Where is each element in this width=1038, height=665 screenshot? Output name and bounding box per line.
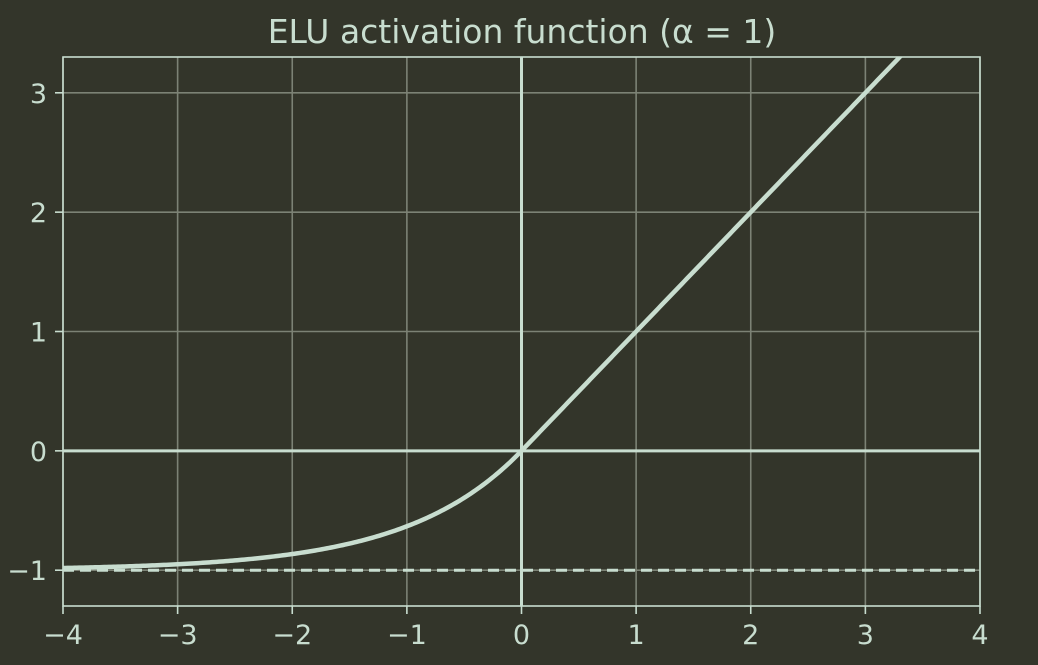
x-tick-label: −1 [387, 620, 427, 651]
y-axis-ticks: −1 0 1 2 3 [7, 79, 63, 587]
y-tick-label: 1 [30, 318, 47, 349]
x-tick-label: 2 [742, 620, 759, 651]
x-tick-label: −3 [158, 620, 198, 651]
x-axis-ticks: −4 −3 −2 −1 0 1 2 3 4 [43, 606, 989, 651]
x-tick-label: −4 [43, 620, 83, 651]
x-tick-label: −2 [272, 620, 312, 651]
x-tick-label: 0 [513, 620, 530, 651]
series-layer [63, 57, 903, 571]
x-tick-label: 4 [971, 620, 988, 651]
series-line-elu [63, 57, 903, 571]
y-tick-label: 3 [30, 79, 47, 110]
y-tick-label: 2 [30, 198, 47, 229]
x-tick-label: 3 [857, 620, 874, 651]
x-tick-label: 1 [628, 620, 645, 651]
y-tick-label: −1 [7, 556, 47, 587]
chart-title: ELU activation function (α = 1) [268, 12, 777, 51]
y-tick-label: 0 [30, 437, 47, 468]
